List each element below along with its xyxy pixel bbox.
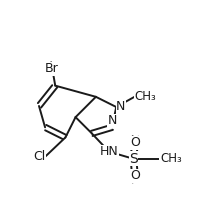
Text: S: S	[129, 152, 138, 166]
Text: CH₃: CH₃	[135, 90, 156, 103]
Text: N: N	[108, 114, 117, 127]
Text: N: N	[116, 100, 126, 113]
Text: CH₃: CH₃	[160, 152, 182, 165]
Text: Br: Br	[44, 62, 58, 75]
Text: O: O	[131, 137, 140, 149]
Text: HN: HN	[100, 145, 118, 158]
Text: O: O	[131, 169, 140, 182]
Text: Cl: Cl	[33, 150, 45, 163]
